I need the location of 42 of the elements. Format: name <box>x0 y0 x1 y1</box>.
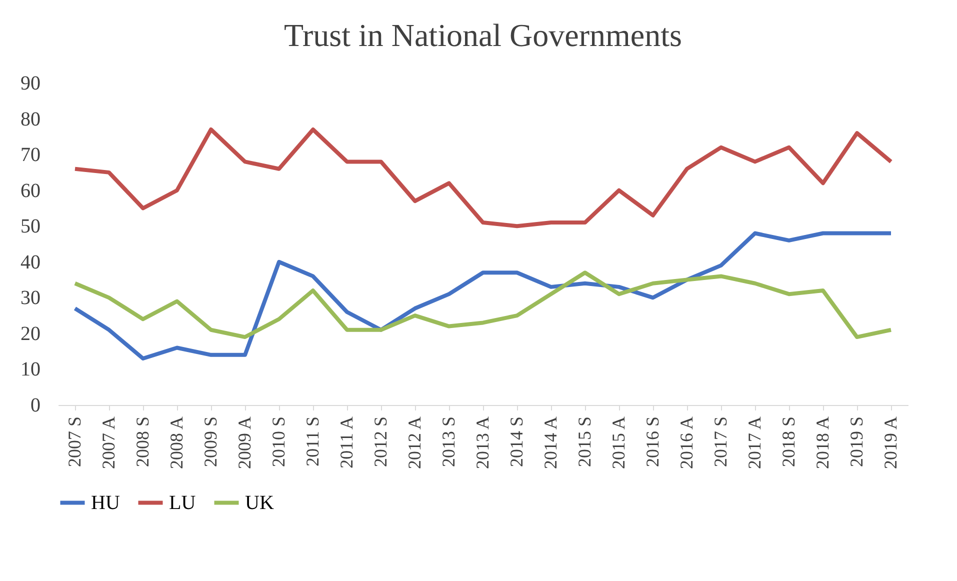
x-tick-label: 2008 A <box>166 416 186 470</box>
legend-label: LU <box>169 492 196 514</box>
y-tick-label: 60 <box>20 180 40 202</box>
x-tick-label: 2007 S <box>64 416 84 468</box>
x-tick-label: 2015 S <box>574 416 594 468</box>
x-tick-label: 2014 A <box>540 416 560 470</box>
line-series <box>73 128 893 228</box>
legend-label: HU <box>91 492 120 514</box>
x-tick-label: 2009 A <box>234 416 254 470</box>
x-tick-label: 2016 S <box>642 416 662 468</box>
line-series <box>73 270 893 340</box>
y-tick-label: 70 <box>20 144 40 166</box>
x-tick-label: 2013 A <box>472 416 492 470</box>
y-tick-label: 10 <box>20 358 40 381</box>
x-tick-label: 2018 S <box>778 416 798 468</box>
x-tick-label: 2019 A <box>880 416 900 470</box>
x-tick-label: 2014 S <box>506 416 526 468</box>
x-tick-label: 2008 S <box>132 416 152 468</box>
x-tick-label: 2011 A <box>336 416 356 468</box>
y-tick-label: 30 <box>20 287 40 310</box>
x-tick-label: 2011 S <box>302 416 322 466</box>
x-tick-label: 2012 A <box>404 416 424 470</box>
x-tick-label: 2015 A <box>608 416 628 470</box>
line-series <box>73 231 893 360</box>
x-tick-label: 2012 S <box>370 416 390 468</box>
x-tick-label: 2013 S <box>438 416 458 468</box>
x-tick-label: 2017 S <box>710 416 730 468</box>
y-tick-label: 20 <box>20 322 40 345</box>
y-tick-label: 80 <box>20 108 40 130</box>
x-tick-label: 2016 A <box>676 416 696 470</box>
x-tick-label: 2010 S <box>268 416 288 468</box>
y-tick-label: 40 <box>20 251 40 274</box>
y-tick-label: 0 <box>30 394 40 416</box>
y-tick-label: 90 <box>20 72 40 94</box>
x-tick-label: 2009 S <box>200 416 220 468</box>
legend-label: UK <box>245 492 274 514</box>
x-tick-label: 2017 A <box>744 416 764 470</box>
chart-title: Trust in National Governments <box>284 17 682 53</box>
x-tick-label: 2018 A <box>812 416 832 470</box>
x-tick-label: 2007 A <box>98 416 118 470</box>
y-tick-label: 50 <box>20 216 40 238</box>
x-tick-label: 2019 S <box>846 416 866 468</box>
